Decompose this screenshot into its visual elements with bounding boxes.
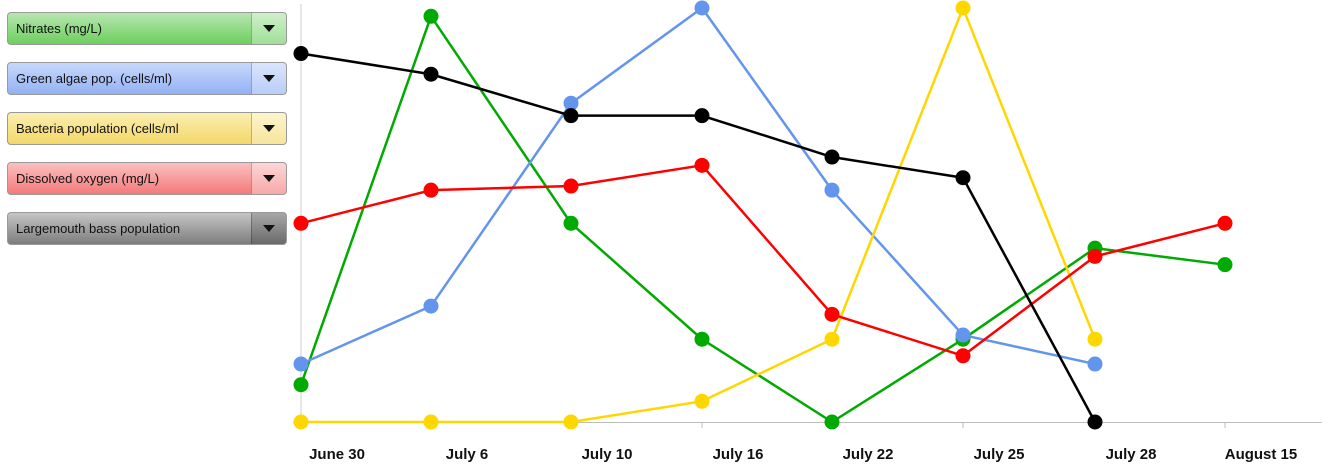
data-point-bacteria [1087,331,1103,347]
data-point-dissolved-oxygen [1087,248,1103,264]
series-select-nitrates[interactable]: Nitrates (mg/L) [7,12,287,45]
data-point-nitrates [293,377,309,393]
data-point-largemouth-bass [563,108,579,124]
data-point-bacteria [824,331,840,347]
series-select-green-algae[interactable]: Green algae pop. (cells/ml) [7,62,287,95]
data-point-bacteria [423,414,439,430]
data-point-bacteria [694,393,710,409]
chevron-down-icon[interactable] [251,163,286,194]
data-point-green-algae [1087,356,1103,372]
series-line-green-algae [300,6,1096,366]
data-point-dissolved-oxygen [293,215,309,231]
series-select-label: Largemouth bass population [16,221,181,236]
series-select-largemouth-bass[interactable]: Largemouth bass population [7,212,287,245]
data-point-dissolved-oxygen [423,182,439,198]
data-point-bacteria [293,414,309,430]
data-point-green-algae [293,356,309,372]
x-tick-label: June 30 [309,446,365,463]
data-point-nitrates [423,8,439,24]
series-select-dissolved-oxygen[interactable]: Dissolved oxygen (mg/L) [7,162,287,195]
x-tick-label: July 25 [974,446,1025,463]
data-point-largemouth-bass [293,46,309,62]
data-point-green-algae [694,0,710,16]
data-point-largemouth-bass [824,149,840,165]
series-line-nitrates [299,15,1226,424]
data-point-dissolved-oxygen [563,178,579,194]
data-point-dissolved-oxygen [1217,215,1233,231]
data-point-largemouth-bass [423,66,439,82]
series-lines [299,6,1226,424]
data-point-nitrates [563,215,579,231]
x-tick-label: July 22 [843,446,894,463]
chevron-down-icon[interactable] [251,13,286,44]
data-point-largemouth-bass [1087,414,1103,430]
chevron-down-icon[interactable] [251,63,286,94]
data-point-dissolved-oxygen [694,157,710,173]
x-tick-label: July 16 [713,446,764,463]
data-point-largemouth-bass [955,170,971,186]
data-point-dissolved-oxygen [955,348,971,364]
data-point-dissolved-oxygen [824,306,840,322]
data-point-bacteria [955,0,971,16]
x-tick-label: July 28 [1106,446,1157,463]
x-tick-label: August 15 [1225,446,1298,463]
series-points [293,0,1233,430]
series-select-label: Green algae pop. (cells/ml) [16,71,173,86]
series-line-largemouth-bass [300,52,1097,423]
series-select-label: Nitrates (mg/L) [16,21,102,36]
series-select-bacteria[interactable]: Bacteria population (cells/ml [7,112,287,145]
series-select-label: Dissolved oxygen (mg/L) [16,171,160,186]
data-point-green-algae [563,95,579,111]
series-line-dissolved-oxygen [300,164,1226,358]
data-point-green-algae [423,298,439,314]
chart-axes [293,4,1322,428]
chevron-down-icon[interactable] [251,213,286,244]
series-legend: Nitrates (mg/L) Green algae pop. (cells/m… [7,12,287,262]
x-tick-labels: June 30 July 6 July 10 July 16 July 22 July 2… [309,446,1297,463]
chevron-down-icon[interactable] [251,113,286,144]
x-tick-label: July 6 [446,446,489,463]
data-point-nitrates [1217,257,1233,273]
data-point-green-algae [824,182,840,198]
data-point-green-algae [955,327,971,343]
series-select-label: Bacteria population (cells/ml [16,121,179,136]
data-point-largemouth-bass [694,108,710,124]
data-point-nitrates [694,331,710,347]
x-tick-label: July 10 [582,446,633,463]
data-point-bacteria [563,414,579,430]
data-point-nitrates [824,414,840,430]
series-line-bacteria [301,6,1097,424]
